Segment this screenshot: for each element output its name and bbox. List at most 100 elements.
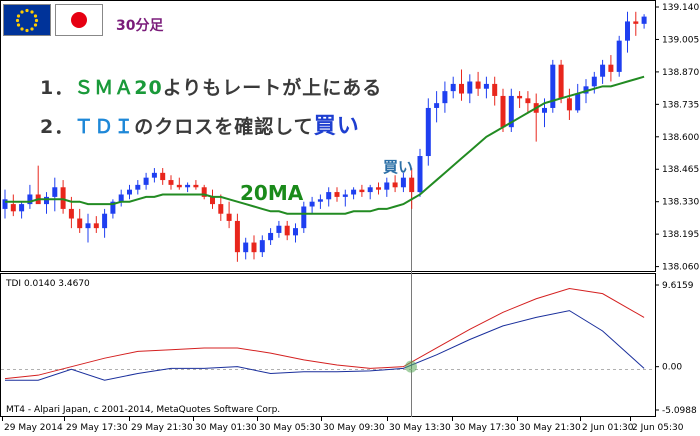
rule-1-rest: よりもレートが上にある [162,77,383,99]
price-axis: 139.140 139.005 138.870 138.735 138.600 138.4… [655,3,699,273]
candle [550,59,556,113]
candle [367,184,373,200]
time-axis: 29 May 2014 29 May 17:30 29 May 21:30 30 Ma… [2,417,684,433]
candle-body [226,213,232,221]
candle-body [359,189,365,193]
time-tick-label: 30 May 09:30 [323,423,385,433]
candle-body [558,64,564,99]
candle [517,91,523,108]
price-tick-label: 138.060 [662,263,699,273]
candle-body [409,177,415,193]
candle [525,91,531,113]
candle-body [566,98,572,111]
candle-body [44,196,49,205]
jp-flag-icon [55,4,103,36]
candle-body [210,196,215,205]
candle-body [143,177,149,185]
candle-body [625,21,630,41]
candle [625,11,630,53]
candle-body [93,223,99,229]
candle [151,168,157,183]
candle-body [268,232,274,241]
candle [218,194,224,221]
candle-body [459,83,464,94]
price-panel-frame [0,0,656,272]
indicator-axis: 9.6159 0.00 -5.0988 [655,281,697,416]
candle-body [301,206,307,229]
time-tick-label: 29 May 2014 [4,423,63,433]
time-tick-label: 30 May 21:30 [519,423,581,433]
candle [127,184,132,200]
candle-body [201,187,207,197]
candle-body [616,40,622,72]
candle [201,184,207,200]
candle-body [376,187,381,190]
candle-body [550,64,556,108]
rule-2-buy: 買い [313,114,360,139]
candle [176,177,182,190]
time-tick-label: 29 May 21:30 [131,423,193,433]
rule-2: 2．ＴＤＩのクロスを確認して買い [40,108,360,140]
candle [351,187,357,200]
time-tick-label: 29 May 17:30 [66,423,128,433]
candle [226,201,232,229]
candle [608,55,614,82]
candle-body [160,172,166,181]
candle-body [483,83,489,89]
price-tick-label: 138.735 [662,100,699,110]
candle [434,91,440,123]
candle [508,88,514,132]
rule-2-mid: のクロスを確認して [134,116,314,138]
candle [243,237,249,260]
candle [392,175,398,193]
time-tick-label: 30 May 01:30 [195,423,257,433]
candle [450,76,456,99]
candle [591,71,597,94]
ma-label: 20MA [240,181,304,205]
candle [633,11,639,36]
candle [417,148,423,197]
candle-body [608,64,614,72]
price-tick-label: 139.005 [662,35,699,45]
candle-body [2,199,8,209]
candle [185,182,191,193]
indicator-tick-label: -5.0988 [662,406,697,416]
candle-body [60,187,66,209]
tdi-red-line [4,288,645,380]
tdi-blue-line [5,310,645,381]
candle [566,88,572,120]
rule-1-prefix: 1． [40,77,75,99]
timeframe-label: 30分足 [116,18,164,34]
candle [326,187,332,207]
candle-body [251,242,257,253]
candle [641,14,647,29]
candle-body [234,220,240,253]
candle [409,168,415,209]
rule-2-prefix: 2． [40,116,75,138]
tdi-layer [4,288,645,381]
candle-body [19,204,25,212]
candle-body [542,107,547,113]
candle [2,189,8,219]
buy-label: 買い [383,158,414,176]
candle [600,59,606,84]
candle-body [367,187,373,193]
candle-body [168,180,174,185]
candle [376,182,381,195]
cross-marker [405,360,417,373]
candle [309,196,315,214]
price-tick-label: 138.600 [662,133,699,143]
candle-body [492,83,498,96]
candle-body [326,192,332,200]
candle [575,83,581,113]
candle [234,213,240,262]
candle-body [135,184,141,190]
candle-body [583,86,589,94]
candle-body [85,223,91,229]
sma20-line [5,75,645,215]
price-tick-label: 138.870 [662,68,699,78]
candle [334,187,340,202]
candle [118,189,124,207]
candle-body [151,172,157,178]
